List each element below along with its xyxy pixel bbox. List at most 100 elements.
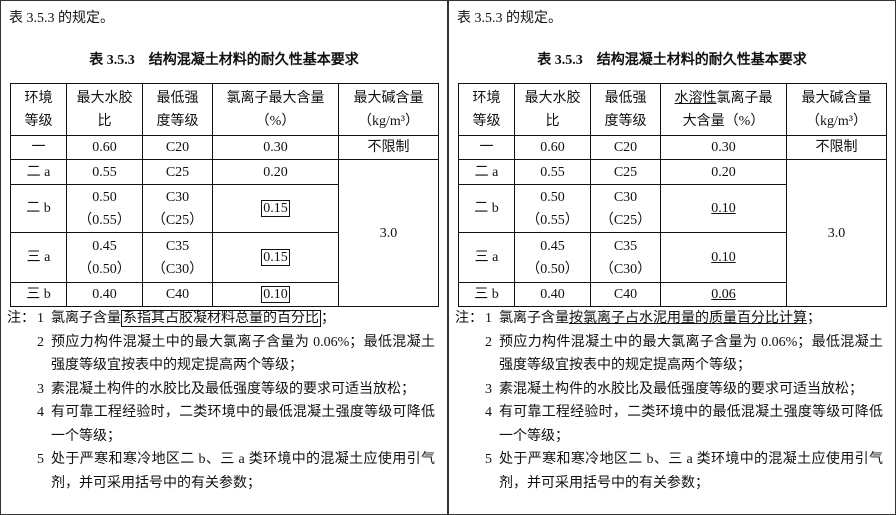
cell-text: 0.55 — [92, 164, 117, 180]
data-row: 二 a 0.55 C25 0.20 3.0 — [458, 159, 887, 307]
note: 注： 1 氯离子含量按氯离子占水泥用量的质量百分比计算； — [449, 307, 889, 331]
cell-text: C20 — [165, 140, 190, 155]
data-cell: 0.10 — [660, 232, 787, 283]
header-line: （kg/m³） — [806, 113, 867, 129]
highlighted-value: 0.06 — [711, 287, 736, 302]
header-cell: 氯离子最大含量 （%） — [212, 83, 339, 136]
header-line: 最大水胶 — [524, 90, 581, 106]
data-cell: 不限制 — [786, 135, 887, 160]
cell-line: （0.55） — [78, 212, 131, 228]
cell-line: 0.50 — [540, 189, 565, 205]
cell-text: 三 b — [26, 287, 51, 302]
cell-text: C20 — [613, 140, 638, 155]
data-cell: 0.15 — [212, 232, 339, 283]
note-text: 有可靠工程经验时，二类环境中的最低混凝土强度等级可降低一个等级； — [51, 405, 435, 444]
data-cell: 0.45 （0.50） — [66, 232, 143, 283]
header-cell: 最大碱含量 （kg/m³） — [338, 83, 439, 136]
note-number: 3 — [485, 381, 492, 397]
highlighted-text: 按氯离子占水泥用量的质量百分比计算 — [569, 311, 807, 326]
note-number: 2 — [485, 334, 492, 350]
data-cell: C20 — [142, 135, 213, 160]
note-label — [449, 448, 483, 495]
durability-table: 环境 等级 最大水胶比最低强 度等级 氯离子最大含量 （%） 最大碱含量 （kg/m³）一 0.… — [10, 83, 439, 307]
data-cell: C20 — [590, 135, 661, 160]
cell-text: C40 — [613, 287, 638, 302]
data-cell: 二 a — [458, 159, 515, 185]
cell-text: C25 — [613, 164, 638, 180]
data-row: 一 0.60 C20 0.30 不限制 — [458, 135, 887, 160]
cell-text: 二 b — [474, 201, 499, 216]
cell-text: 不限制 — [815, 140, 858, 155]
note-label — [449, 331, 483, 378]
cell-text: C25 — [165, 164, 190, 180]
note: 4 有可靠工程经验时，二类环境中的最低混凝土强度等级可降低一个等级； — [1, 401, 441, 448]
note-label — [1, 448, 35, 495]
notes: 注： 1 氯离子含量按氯离子占水泥用量的质量百分比计算； 2 预应力构件混凝土中的最大氯… — [449, 307, 889, 495]
header-row: 环境 等级 最大水胶比最低强 度等级 氯离子最大含量 （%） 最大碱含量 （kg/m³） — [10, 83, 439, 136]
data-row: 二 b 0.50 （0.55） C30 （C25） 0.10 — [458, 184, 887, 233]
header-line: 水溶性氯离子最 — [661, 87, 786, 110]
cell-line: C35 — [613, 238, 638, 254]
table-title: 表 3.5.3 结构混凝土材料的耐久性基本要求 — [537, 53, 807, 68]
cell-line: （C25） — [151, 212, 204, 228]
cell-text: 0.60 — [540, 140, 565, 155]
data-cell: 二 b — [458, 184, 515, 233]
notes: 注： 1 氯离子含量 系指其占胶凝材料总量的百分比； 2 预应力构件混凝土中的最大氯离子含… — [1, 307, 441, 495]
data-cell: C40 — [590, 282, 661, 307]
highlighted-text: 系指其占胶凝材料总量的百分比 — [121, 310, 321, 327]
note-number: 5 — [485, 452, 492, 467]
header-cell: 最大碱含量 （kg/m³） — [786, 83, 887, 136]
data-cell: 0.50 （0.55） — [66, 184, 143, 233]
cell-line: （0.50） — [78, 261, 131, 277]
header-line: 最大水胶 — [76, 90, 133, 106]
note-label — [1, 378, 35, 402]
cell-line: C35 — [165, 238, 190, 254]
header-cell: 最低强 度等级 — [590, 83, 661, 136]
data-cell: 一 — [458, 135, 515, 160]
note-part: 氯离子含量 — [51, 311, 121, 326]
cell-text: 三 a — [26, 250, 51, 265]
data-cell: 0.60 — [66, 135, 143, 160]
note-part: 氯离子含量 — [499, 311, 569, 326]
cell-text: 三 a — [474, 250, 499, 265]
header-cell: 最大水胶比 — [66, 83, 143, 136]
header-cell: 环境 等级 — [458, 83, 515, 136]
cell-line: 0.45 — [540, 238, 565, 254]
data-row: 二 b 0.50 （0.55） C30 （C25） 0.15 — [10, 184, 439, 233]
data-row: 一 0.60 C20 0.30 不限制 — [10, 135, 439, 160]
note-part: ； — [807, 311, 821, 326]
data-cell: C35 （C30） — [590, 232, 661, 283]
intro-text: 表 3.5.3 的规定。 — [9, 11, 114, 26]
header-cell: 最大水胶比 — [514, 83, 591, 136]
cell-text: 一 — [479, 140, 494, 155]
data-cell: 不限制 — [338, 135, 439, 160]
data-cell: C30 （C25） — [142, 184, 213, 233]
data-cell: 0.45 （0.50） — [514, 232, 591, 283]
note-text: 氯离子含量 系指其占胶凝材料总量的百分比； — [51, 307, 441, 331]
data-row: 三 a 0.45 （0.50） C35 （C30） 0.10 — [458, 232, 887, 283]
cell-line: （0.50） — [526, 261, 579, 277]
cell-text: 0.60 — [92, 140, 117, 155]
highlighted-value: 0.15 — [261, 249, 290, 266]
data-cell: C25 — [142, 159, 213, 185]
cell-text: 0.20 — [711, 164, 736, 180]
data-cell: 三 a — [458, 232, 515, 283]
header-cell: 环境 等级 — [10, 83, 67, 136]
panel: 表 3.5.3 的规定。表 3.5.3 结构混凝土材料的耐久性基本要求 环境 等级最… — [0, 0, 448, 515]
cell-line: （C25） — [599, 212, 652, 228]
merged-cell: 3.0 — [786, 159, 887, 307]
data-cell: 0.10 — [212, 282, 339, 307]
intro-text: 表 3.5.3 的规定。 — [457, 11, 562, 26]
data-cell: 二 a — [10, 159, 67, 185]
highlighted-text: 水溶性 — [674, 90, 717, 106]
data-cell: 0.15 — [212, 184, 339, 233]
note: 3 素混凝土构件的水胶比及最低强度等级的要求可适当放松； — [449, 378, 889, 402]
cell-line: （0.55） — [526, 212, 579, 228]
header-line: 比 — [545, 113, 560, 129]
data-cell: 一 — [10, 135, 67, 160]
data-cell: 三 b — [10, 282, 67, 307]
header-line: 环境 — [24, 90, 53, 106]
cell-line: C30 — [613, 189, 638, 205]
data-cell: 0.20 — [660, 159, 787, 185]
cell-text: 0.20 — [263, 164, 288, 180]
